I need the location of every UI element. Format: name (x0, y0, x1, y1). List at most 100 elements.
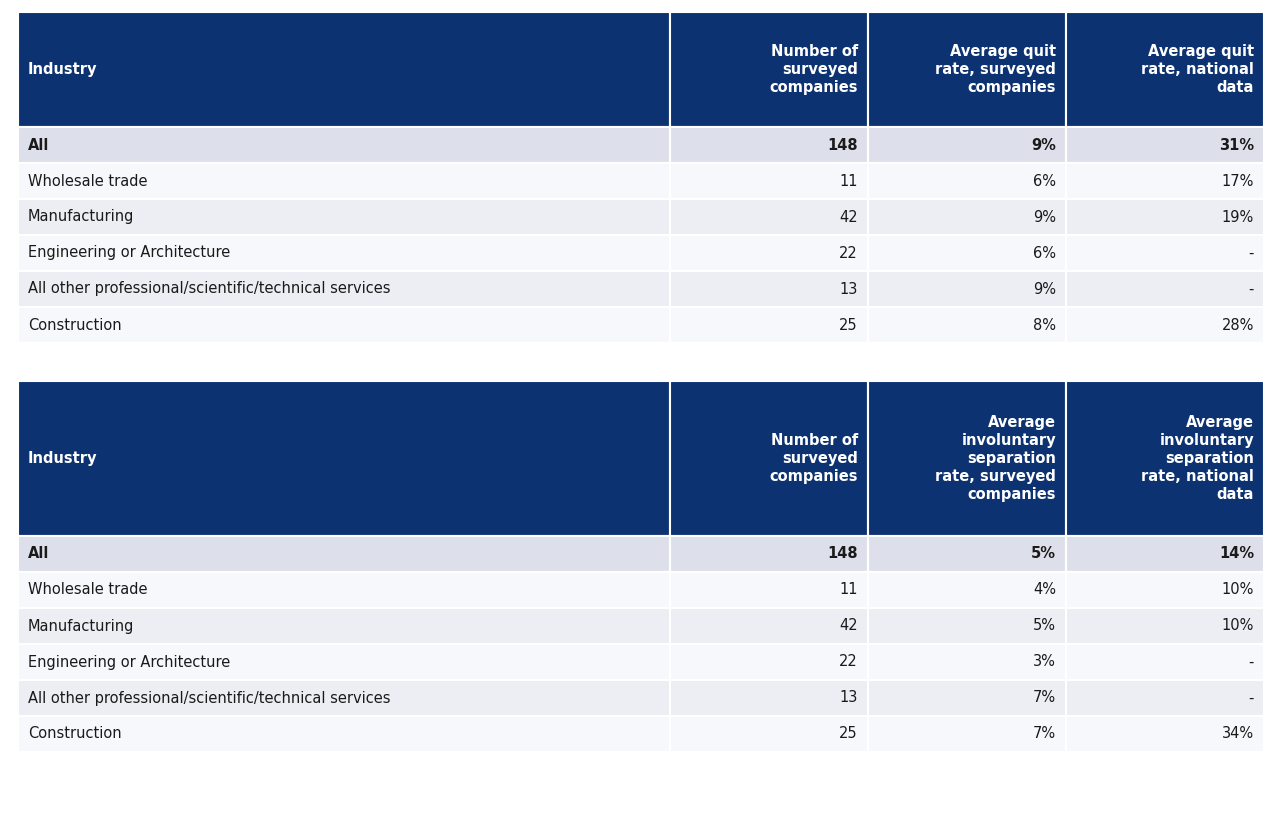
Text: 7%: 7% (1033, 690, 1056, 705)
Bar (1065, 608, 1264, 644)
Bar (868, 716, 1065, 752)
Text: 14%: 14% (1219, 547, 1254, 561)
Text: 13: 13 (840, 281, 858, 297)
Bar (669, 12, 868, 127)
Text: 25: 25 (840, 727, 858, 741)
Text: 31%: 31% (1219, 137, 1254, 153)
Bar (1065, 235, 1264, 271)
Bar (868, 680, 1065, 716)
Text: 28%: 28% (1222, 317, 1254, 333)
Bar (18, 127, 669, 163)
Bar (18, 644, 669, 680)
Bar (868, 608, 1065, 644)
Bar (669, 608, 868, 644)
Text: 9%: 9% (1031, 137, 1056, 153)
Text: 9%: 9% (1033, 210, 1056, 224)
Text: 148: 148 (827, 547, 858, 561)
Bar (669, 644, 868, 680)
Text: Average
involuntary
separation
rate, national
data: Average involuntary separation rate, nat… (1141, 415, 1254, 502)
Text: 22: 22 (838, 246, 858, 261)
Text: All: All (28, 137, 50, 153)
Text: 9%: 9% (1033, 281, 1056, 297)
Text: 11: 11 (840, 583, 858, 598)
Text: Industry: Industry (28, 62, 97, 77)
Bar (669, 381, 868, 536)
Bar (18, 235, 669, 271)
Bar (868, 163, 1065, 199)
Bar (669, 127, 868, 163)
Bar (1065, 680, 1264, 716)
Text: All other professional/scientific/technical services: All other professional/scientific/techni… (28, 281, 391, 297)
Text: 19%: 19% (1222, 210, 1254, 224)
Text: Wholesale trade: Wholesale trade (28, 173, 147, 188)
Text: All other professional/scientific/technical services: All other professional/scientific/techni… (28, 690, 391, 705)
Bar (1065, 12, 1264, 127)
Bar (868, 12, 1065, 127)
Text: 8%: 8% (1033, 317, 1056, 333)
Text: 10%: 10% (1222, 618, 1254, 634)
Bar (1065, 127, 1264, 163)
Text: 13: 13 (840, 690, 858, 705)
Text: Number of
surveyed
companies: Number of surveyed companies (769, 44, 858, 95)
Bar (1065, 716, 1264, 752)
Bar (868, 644, 1065, 680)
Text: Average quit
rate, national
data: Average quit rate, national data (1141, 44, 1254, 95)
Bar (1065, 163, 1264, 199)
Bar (669, 199, 868, 235)
Text: Manufacturing: Manufacturing (28, 618, 135, 634)
Text: 42: 42 (840, 618, 858, 634)
Bar (18, 381, 669, 536)
Bar (669, 536, 868, 572)
Bar (669, 271, 868, 307)
Bar (18, 307, 669, 343)
Bar (868, 235, 1065, 271)
Text: 6%: 6% (1033, 246, 1056, 261)
Bar (1065, 381, 1264, 536)
Text: 34%: 34% (1222, 727, 1254, 741)
Text: Wholesale trade: Wholesale trade (28, 583, 147, 598)
Text: Engineering or Architecture: Engineering or Architecture (28, 654, 231, 669)
Bar (868, 271, 1065, 307)
Bar (1065, 644, 1264, 680)
Bar (18, 536, 669, 572)
Bar (1065, 307, 1264, 343)
Bar (669, 572, 868, 608)
Text: 6%: 6% (1033, 173, 1056, 188)
Text: All: All (28, 547, 50, 561)
Text: 11: 11 (840, 173, 858, 188)
Bar (18, 608, 669, 644)
Bar (1065, 199, 1264, 235)
Text: -: - (1249, 690, 1254, 705)
Text: Average
involuntary
separation
rate, surveyed
companies: Average involuntary separation rate, sur… (935, 415, 1056, 502)
Text: 25: 25 (840, 317, 858, 333)
Bar (1065, 536, 1264, 572)
Bar (669, 680, 868, 716)
Text: 148: 148 (827, 137, 858, 153)
Bar (18, 716, 669, 752)
Text: 5%: 5% (1033, 618, 1056, 634)
Text: -: - (1249, 246, 1254, 261)
Bar (669, 716, 868, 752)
Text: Construction: Construction (28, 727, 122, 741)
Text: -: - (1249, 654, 1254, 669)
Text: 22: 22 (838, 654, 858, 669)
Bar (868, 572, 1065, 608)
Text: Number of
surveyed
companies: Number of surveyed companies (769, 433, 858, 484)
Bar (868, 199, 1065, 235)
Bar (18, 199, 669, 235)
Bar (669, 307, 868, 343)
Text: 3%: 3% (1033, 654, 1056, 669)
Text: -: - (1249, 281, 1254, 297)
Bar (18, 163, 669, 199)
Bar (868, 381, 1065, 536)
Text: 17%: 17% (1222, 173, 1254, 188)
Bar (18, 12, 669, 127)
Bar (1065, 572, 1264, 608)
Text: Average quit
rate, surveyed
companies: Average quit rate, surveyed companies (935, 44, 1056, 95)
Bar (669, 163, 868, 199)
Text: 10%: 10% (1222, 583, 1254, 598)
Bar (669, 235, 868, 271)
Bar (868, 307, 1065, 343)
Bar (18, 680, 669, 716)
Bar (868, 536, 1065, 572)
